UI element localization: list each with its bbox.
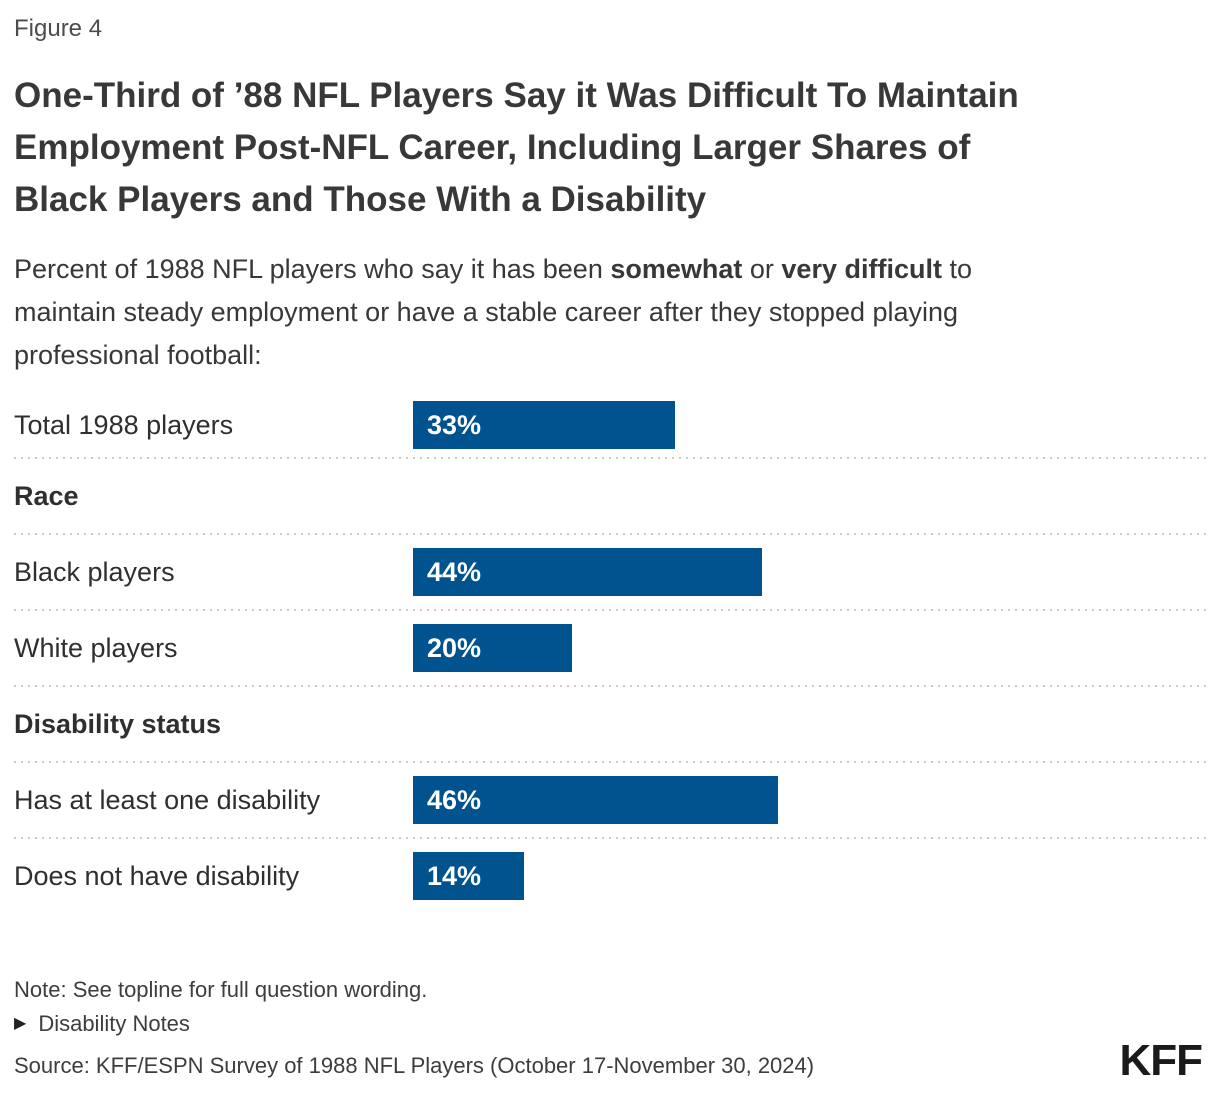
- chart-subtitle-line-1: Percent of 1988 NFL players who say it h…: [14, 254, 972, 284]
- bar-track: 33%: [413, 401, 1206, 449]
- source-line: Source: KFF/ESPN Survey of 1988 NFL Play…: [14, 1053, 815, 1078]
- chart-row-no-disability: Does not have disability 14%: [14, 839, 1206, 913]
- chart-row-has-disability: Has at least one disability 46%: [14, 763, 1206, 837]
- row-separator: [14, 609, 1206, 611]
- chart-row-white-players: White players 20%: [14, 611, 1206, 685]
- chart-subtitle-line-2: maintain steady employment or have a sta…: [14, 297, 959, 327]
- bar-value-label: 33%: [427, 409, 482, 440]
- row-label: Black players: [14, 556, 175, 587]
- row-separator: [14, 685, 1206, 687]
- chart-section-disability-status: Disability status: [14, 687, 1206, 761]
- chart-title-line-1: One-Third of ’88 NFL Players Say it Was …: [14, 76, 1019, 115]
- kff-logo: KFF: [1119, 1036, 1203, 1085]
- bar-chart: Total 1988 players 33% Race Black player…: [14, 393, 1206, 913]
- row-separator: [14, 837, 1206, 839]
- chart-title: One-Third of ’88 NFL Players Say it Was …: [14, 70, 1206, 226]
- bar-black-players: 44%: [413, 548, 762, 596]
- section-label: Race: [14, 480, 79, 511]
- disability-notes-label: Disability Notes: [38, 1011, 190, 1036]
- chart-section-race: Race: [14, 459, 1206, 533]
- disclosure-triangle-icon: ▶: [14, 1015, 27, 1032]
- chart-row-total-1988-players: Total 1988 players 33%: [14, 393, 1206, 457]
- bar-value-label: 44%: [427, 556, 482, 587]
- bar-total-1988-players: 33%: [413, 401, 675, 449]
- bar-value-label: 20%: [427, 632, 482, 663]
- chart-title-line-3: Black Players and Those With a Disabilit…: [14, 180, 707, 219]
- bar-white-players: 20%: [413, 624, 572, 672]
- chart-subtitle-line-3: professional football:: [14, 340, 262, 370]
- disability-notes-toggle[interactable]: ▶ Disability Notes: [14, 1011, 190, 1037]
- bar-value-label: 14%: [427, 860, 482, 891]
- bar-no-disability: 14%: [413, 852, 525, 900]
- row-separator: [14, 457, 1206, 459]
- bar-track: 44%: [413, 548, 1206, 596]
- chart-row-black-players: Black players 44%: [14, 535, 1206, 609]
- section-label: Disability status: [14, 708, 222, 739]
- row-label: Does not have disability: [14, 860, 300, 891]
- footnote: Note: See topline for full question word…: [14, 977, 428, 1002]
- chart-footer: Note: See topline for full question word…: [14, 977, 1206, 1079]
- bar-value-label: 46%: [427, 784, 482, 815]
- row-separator: [14, 533, 1206, 535]
- row-label: Has at least one disability: [14, 784, 321, 815]
- row-separator: [14, 761, 1206, 763]
- bar-track: 20%: [413, 624, 1206, 672]
- bar-has-disability: 46%: [413, 776, 778, 824]
- figure-number-label: Figure 4: [14, 15, 103, 42]
- bar-track: 14%: [413, 852, 1206, 900]
- row-label: Total 1988 players: [14, 409, 234, 440]
- bar-track: 46%: [413, 776, 1206, 824]
- chart-title-line-2: Employment Post-NFL Career, Including La…: [14, 128, 971, 167]
- chart-subtitle: Percent of 1988 NFL players who say it h…: [14, 248, 1206, 377]
- row-label: White players: [14, 632, 178, 663]
